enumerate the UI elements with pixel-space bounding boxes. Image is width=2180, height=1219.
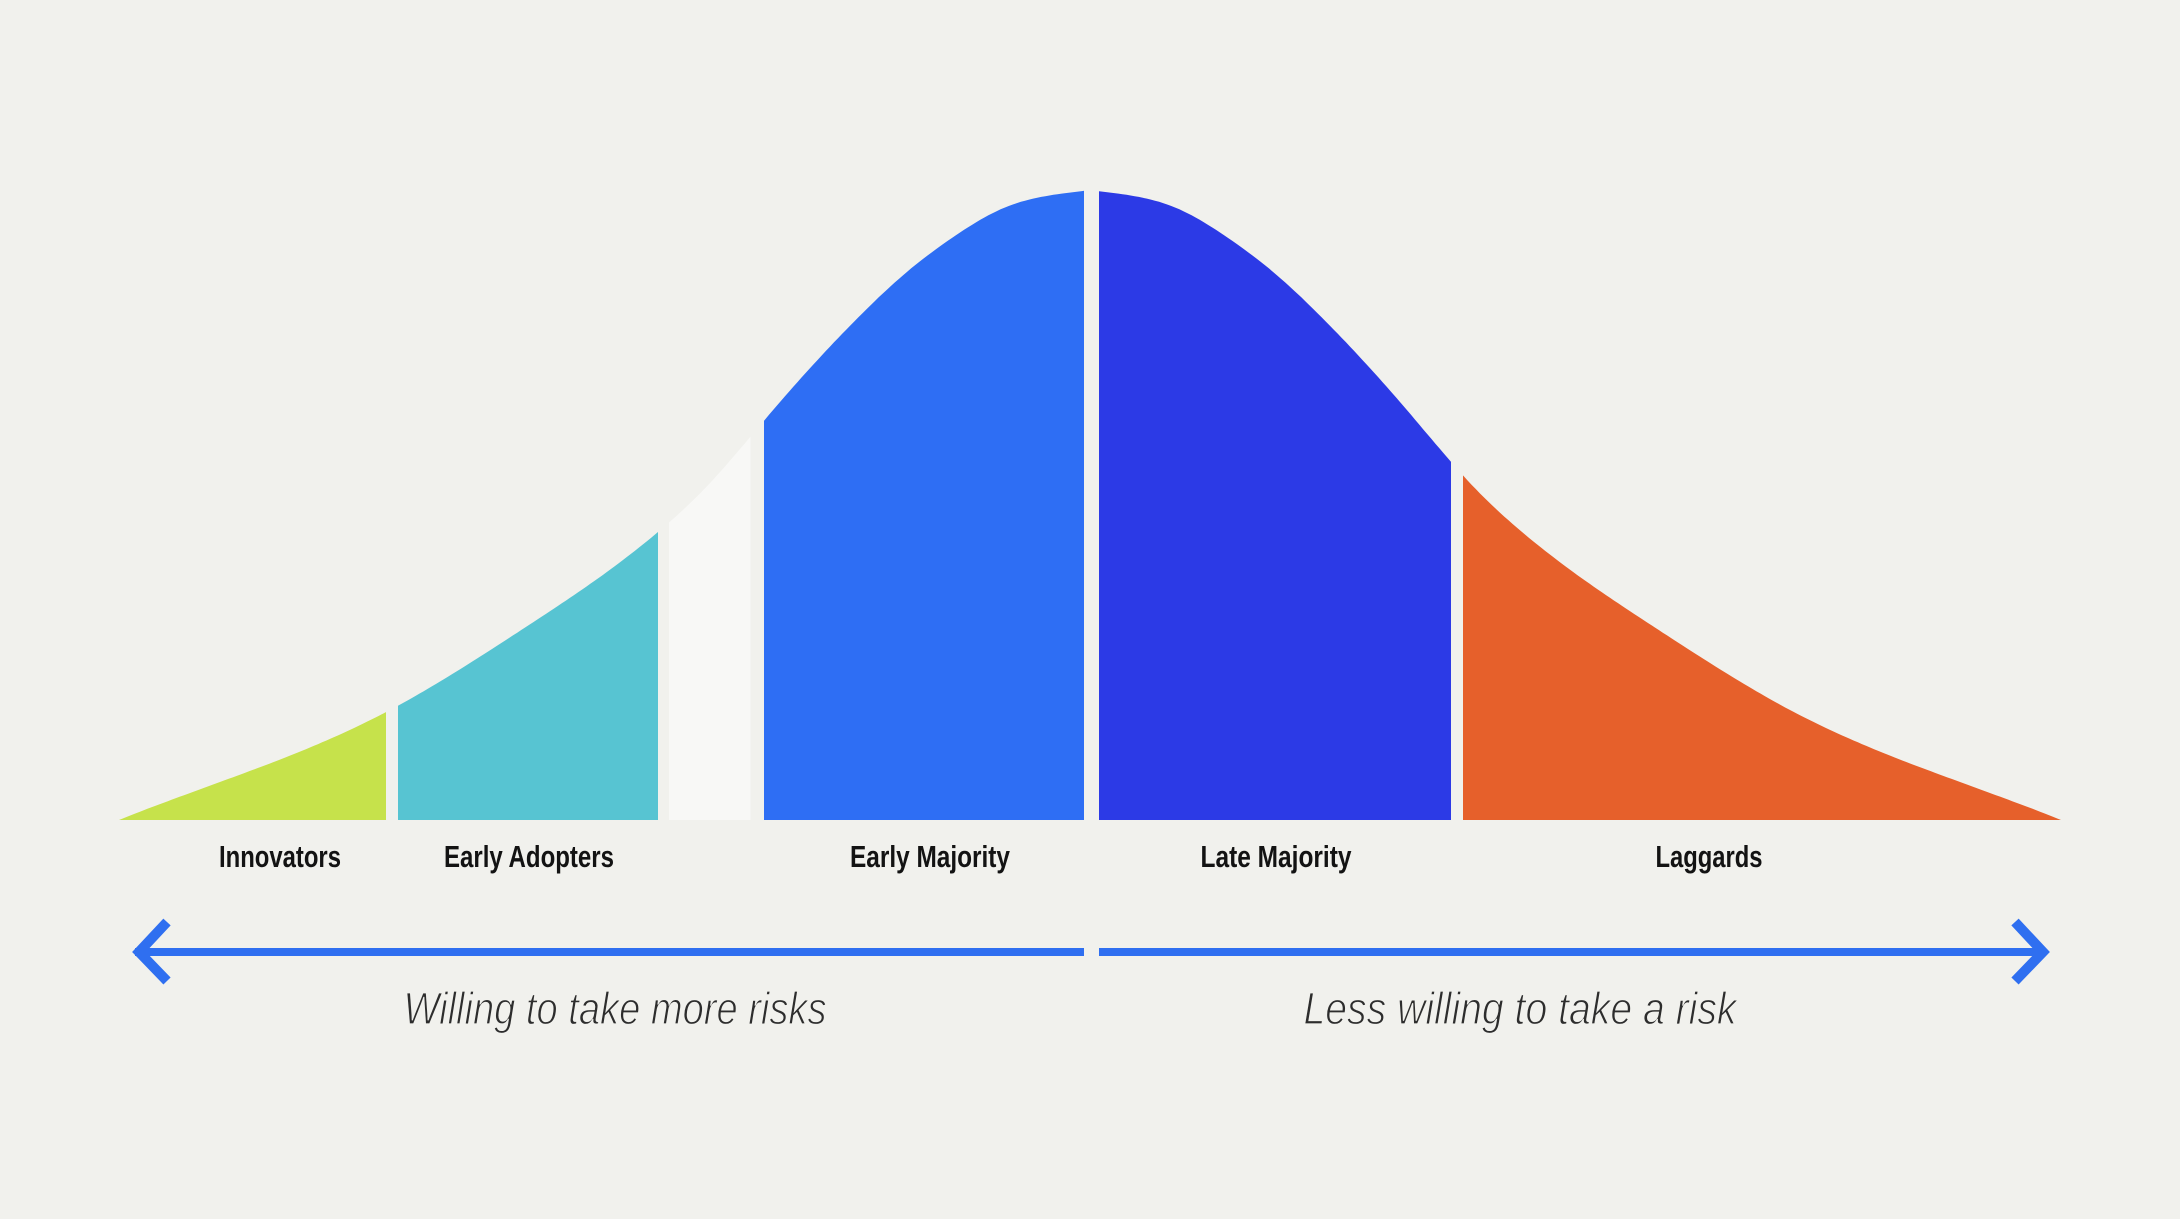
svg-text:Laggards: Laggards (1656, 839, 1763, 874)
svg-text:Early Majority: Early Majority (850, 839, 1011, 874)
svg-text:Late Majority: Late Majority (1201, 839, 1353, 874)
svg-text:Willing to take more risks: Willing to take more risks (404, 983, 827, 1034)
svg-text:Early Adopters: Early Adopters (444, 839, 614, 874)
svg-text:Innovators: Innovators (219, 839, 341, 874)
svg-text:Less willing to take a risk: Less willing to take a risk (1304, 983, 1739, 1034)
